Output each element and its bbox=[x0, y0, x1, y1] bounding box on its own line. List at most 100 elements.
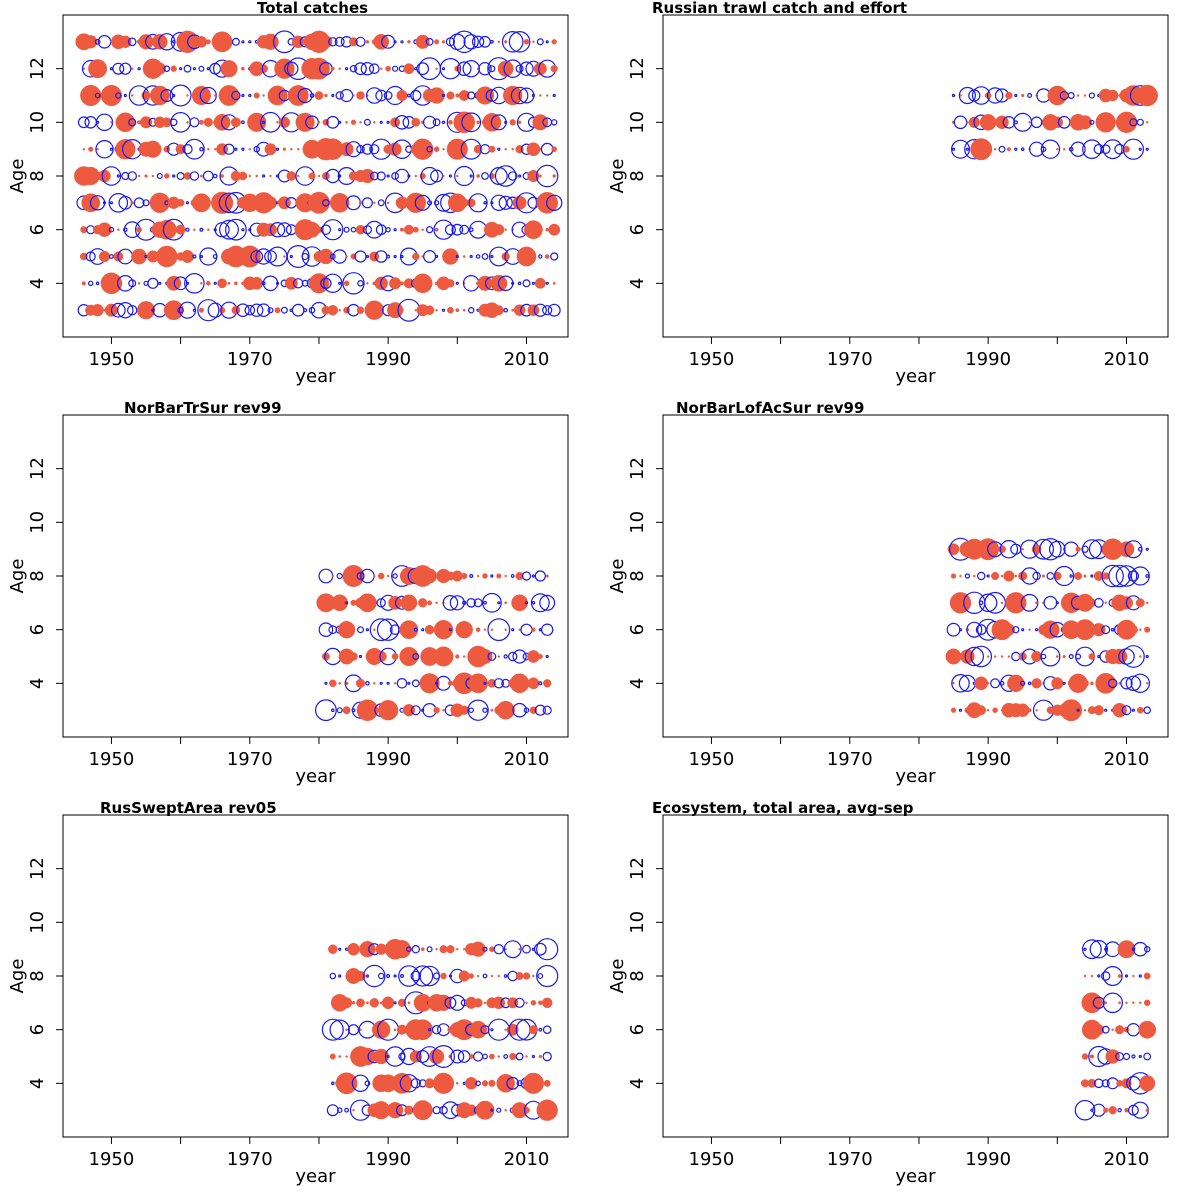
y-tick-label: 12 bbox=[27, 857, 48, 880]
residual-bubble bbox=[1046, 572, 1055, 580]
residual-bubble bbox=[1081, 939, 1102, 960]
residual-bubble bbox=[1108, 564, 1131, 588]
residual-bubble bbox=[1027, 92, 1033, 98]
residual-bubble bbox=[354, 250, 367, 263]
residual-bubble bbox=[355, 36, 366, 47]
residual-bubble bbox=[993, 655, 997, 658]
residual-bubble bbox=[485, 89, 499, 102]
residual-bubble bbox=[507, 171, 518, 181]
residual-bubble bbox=[328, 37, 338, 47]
residual-bubble bbox=[1144, 626, 1151, 633]
residual-bubble bbox=[1035, 708, 1038, 712]
bubble-series bbox=[74, 30, 563, 322]
residual-bubble bbox=[496, 573, 502, 579]
residual-bubble bbox=[1031, 651, 1043, 662]
residual-bubble bbox=[218, 85, 240, 106]
residual-bubble bbox=[335, 1072, 358, 1095]
residual-bubble bbox=[511, 628, 515, 632]
residual-bubble bbox=[468, 707, 475, 714]
residual-bubble bbox=[1054, 565, 1075, 587]
residual-bubble bbox=[365, 40, 370, 44]
residual-bubble bbox=[531, 93, 536, 98]
residual-bubble bbox=[523, 39, 530, 45]
residual-bubble bbox=[1111, 648, 1128, 665]
residual-bubble bbox=[344, 1107, 350, 1113]
residual-bubble bbox=[995, 115, 1009, 130]
residual-bubble bbox=[418, 598, 428, 608]
x-tick-label: 2010 bbox=[1104, 1149, 1150, 1170]
residual-bubble bbox=[98, 169, 111, 183]
residual-bubble bbox=[366, 282, 369, 285]
residual-bubble bbox=[1093, 597, 1104, 608]
residual-bubble bbox=[1123, 1026, 1130, 1033]
residual-bubble bbox=[158, 281, 162, 285]
residual-bubble bbox=[493, 944, 504, 955]
residual-bubble bbox=[416, 1049, 430, 1063]
residual-bubble bbox=[482, 592, 502, 613]
residual-bubble bbox=[536, 164, 559, 188]
residual-bubble bbox=[329, 972, 337, 980]
residual-bubble bbox=[448, 119, 453, 125]
residual-bubble bbox=[503, 940, 522, 959]
residual-bubble bbox=[960, 649, 975, 664]
residual-bubble bbox=[1005, 91, 1013, 100]
residual-bubble bbox=[331, 574, 335, 578]
residual-bubble bbox=[542, 1051, 552, 1062]
residual-bubble bbox=[338, 228, 342, 232]
residual-bubble bbox=[468, 307, 475, 314]
residual-bubble bbox=[448, 33, 466, 51]
residual-bubble bbox=[81, 281, 86, 286]
residual-bubble bbox=[192, 254, 197, 259]
residual-bubble bbox=[411, 117, 421, 127]
residual-bubble bbox=[394, 168, 410, 184]
residual-bubble bbox=[503, 974, 508, 978]
residual-bubble bbox=[317, 121, 321, 124]
residual-bubble bbox=[189, 171, 200, 181]
residual-bubble bbox=[123, 227, 128, 233]
residual-bubble bbox=[183, 138, 205, 160]
residual-bubble bbox=[386, 1054, 390, 1059]
residual-bubble bbox=[199, 227, 204, 232]
residual-bubble bbox=[512, 195, 527, 210]
residual-bubble bbox=[87, 280, 94, 286]
residual-bubble bbox=[958, 86, 977, 105]
residual-bubble bbox=[432, 118, 441, 127]
panel-title: Ecosystem, total area, avg-sep bbox=[652, 799, 914, 817]
residual-bubble bbox=[391, 1072, 413, 1094]
residual-bubble bbox=[343, 226, 350, 233]
residual-bubble bbox=[950, 707, 957, 713]
y-tick-label: 8 bbox=[27, 570, 48, 581]
residual-bubble bbox=[393, 708, 397, 712]
residual-bubble bbox=[345, 67, 349, 71]
residual-bubble bbox=[324, 681, 328, 685]
residual-bubble bbox=[423, 115, 437, 129]
residual-bubble bbox=[488, 145, 496, 153]
residual-bubble bbox=[515, 972, 524, 980]
residual-bubble bbox=[98, 250, 111, 263]
residual-bubble bbox=[117, 274, 134, 292]
residual-bubble bbox=[475, 627, 481, 632]
residual-bubble bbox=[278, 116, 291, 128]
residual-bubble bbox=[379, 681, 383, 685]
residual-bubble bbox=[551, 39, 557, 45]
residual-bubble bbox=[451, 223, 464, 236]
residual-bubble bbox=[345, 601, 349, 605]
residual-bubble bbox=[539, 228, 542, 231]
residual-bubble bbox=[213, 113, 231, 131]
residual-bubble bbox=[488, 1079, 496, 1087]
x-tick-label: 1950 bbox=[689, 749, 735, 770]
residual-bubble bbox=[503, 307, 509, 313]
residual-bubble bbox=[369, 998, 380, 1008]
residual-bubble bbox=[476, 120, 480, 125]
residual-bubble bbox=[461, 572, 468, 580]
residual-bubble bbox=[532, 40, 535, 44]
residual-bubble bbox=[1130, 673, 1151, 694]
residual-bubble bbox=[240, 120, 245, 125]
residual-bubble bbox=[259, 64, 268, 74]
residual-bubble bbox=[1145, 547, 1149, 551]
residual-bubble bbox=[1083, 947, 1087, 951]
residual-bubble bbox=[359, 1028, 362, 1031]
residual-bubble bbox=[369, 171, 379, 181]
residual-bubble bbox=[199, 146, 204, 152]
residual-bubble bbox=[433, 146, 440, 152]
